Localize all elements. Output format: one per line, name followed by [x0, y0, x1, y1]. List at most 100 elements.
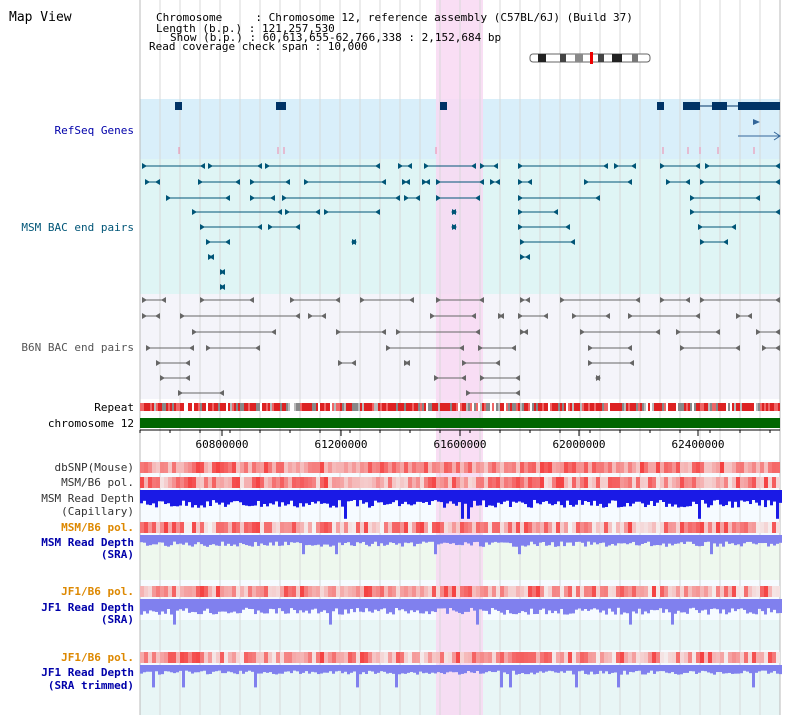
jf1-pol-cell — [172, 586, 176, 597]
jf1-pol-cell — [436, 586, 440, 597]
msm-depth-capillary-bar — [692, 490, 695, 502]
msm-depth-capillary-bar — [521, 490, 524, 503]
jf1-depth-trim-bar — [161, 665, 164, 675]
dbsnp-cell — [164, 462, 168, 473]
msm-pol2-cell — [268, 522, 272, 533]
msm-pol-cell — [344, 477, 348, 488]
jf1-pol2-cell — [232, 652, 236, 663]
msm-pol-cell — [376, 477, 380, 488]
jf1-depth-trim-label-2: (SRA trimmed) — [48, 679, 134, 692]
jf1-pol-cell — [532, 586, 536, 597]
repeat-segment — [394, 403, 396, 411]
jf1-depth-trim-bar — [146, 665, 149, 672]
jf1-depth-sra-bar — [278, 599, 281, 609]
jf1-depth-trim-bar — [173, 665, 176, 674]
msm-depth-capillary-bar — [185, 490, 188, 506]
jf1-pol2-cell — [696, 652, 700, 663]
jf1-pol2-cell — [284, 652, 288, 663]
dbsnp-cell — [332, 462, 336, 473]
jf1-depth-sra-bar — [530, 599, 533, 609]
msm-depth-sra-bar — [482, 535, 485, 547]
jf1-pol-cell — [444, 586, 448, 597]
jf1-depth-sra-bar — [554, 599, 557, 611]
repeat-segment — [274, 403, 276, 411]
jf1-depth-trim-bar — [494, 665, 497, 673]
jf1-pol-cell — [348, 586, 352, 597]
msm-depth-capillary-bar — [398, 490, 401, 507]
jf1-pol2-cell — [484, 652, 488, 663]
b6n-end-marker — [271, 329, 276, 335]
msm-pol-cell — [524, 477, 528, 488]
repeat-segment — [572, 403, 574, 411]
msm-depth-capillary-bar — [176, 490, 179, 507]
msm-depth-sra-bar — [266, 535, 269, 546]
jf1-depth-trim-bar — [767, 665, 770, 674]
jf1-pol2-cell — [516, 652, 520, 663]
jf1-depth-sra-bar — [728, 599, 731, 613]
jf1-depth-trim-bar — [578, 665, 581, 672]
jf1-depth-trim-bar — [635, 665, 638, 672]
jf1-pol-cell — [644, 586, 648, 597]
repeat-segment — [772, 403, 774, 411]
jf1-depth-trim-bar — [398, 665, 401, 675]
msm-depth-capillary-bar — [299, 490, 302, 504]
b6n-end-marker — [580, 329, 585, 335]
msm-pol-cell — [460, 477, 464, 488]
repeat-segment — [760, 403, 762, 411]
b6n-bac-features — [142, 297, 780, 396]
repeat-segment — [640, 403, 642, 411]
jf1-depth-trim-bar — [524, 665, 527, 675]
jf1-depth-sra-bar — [569, 599, 572, 614]
dbsnp-cell — [268, 462, 272, 473]
jf1-depth-sra-bar — [260, 599, 263, 613]
msm-pol2-cell — [408, 522, 412, 533]
jf1-pol-cell — [452, 586, 456, 597]
jf1-depth-sra-bar — [602, 599, 605, 611]
jf1-pol2-cell — [164, 652, 168, 663]
msm-pol-cell — [304, 477, 308, 488]
jf1-pol2-cell — [300, 652, 304, 663]
msm-pol-cell — [332, 477, 336, 488]
msm-end-marker — [700, 179, 705, 185]
msm-depth-sra-bar — [674, 535, 677, 544]
jf1-depth-sra-bar — [713, 599, 716, 609]
repeat-segment — [602, 403, 604, 411]
msm-pol2-cell — [528, 522, 532, 533]
msm-pol-cell — [696, 477, 700, 488]
repeat-segment — [446, 403, 448, 411]
dbsnp-cell — [152, 462, 156, 473]
msm-pol2-cell — [516, 522, 520, 533]
msm-depth-capillary-bar — [602, 490, 605, 508]
b6n-end-marker — [338, 360, 343, 366]
jf1-depth-sra-bar — [431, 599, 434, 612]
jf1-depth-sra-bar — [488, 599, 491, 615]
jf1-pol2-cell — [600, 652, 604, 663]
msm-depth-sra-bar — [668, 535, 671, 544]
msm-depth-capillary-bar — [479, 490, 482, 506]
jf1-depth-trim-bar — [245, 665, 248, 672]
b6n-end-marker — [499, 313, 504, 319]
jf1-depth-sra-bar — [533, 599, 536, 615]
jf1-depth-trim-bar — [758, 665, 761, 672]
msm-depth-capillary-bar — [650, 490, 653, 502]
repeat-segment — [378, 403, 380, 411]
msm-pol2-cell — [580, 522, 584, 533]
msm-depth-capillary-bar — [758, 490, 761, 506]
msm-depth-capillary-bar — [530, 490, 533, 508]
msm-end-marker — [775, 179, 780, 185]
repeat-segment — [404, 403, 406, 411]
b6n-end-marker — [249, 297, 254, 303]
msm-depth-sra-bar — [581, 535, 584, 543]
msm-depth-sra-bar — [347, 535, 350, 543]
jf1-depth-sra-bar — [596, 599, 599, 610]
msm-depth-sra-bar — [320, 535, 323, 547]
jf1-pol-cell — [492, 586, 496, 597]
jf1-depth-trim-bar — [278, 665, 281, 674]
jf1-pol-cell — [212, 586, 216, 597]
repeat-segment — [596, 403, 598, 411]
dbsnp-cell — [484, 462, 488, 473]
repeat-segment — [214, 403, 216, 411]
repeat-segment — [220, 403, 222, 411]
msm-pol2-cell — [296, 522, 300, 533]
msm-pol2-cell — [716, 522, 720, 533]
